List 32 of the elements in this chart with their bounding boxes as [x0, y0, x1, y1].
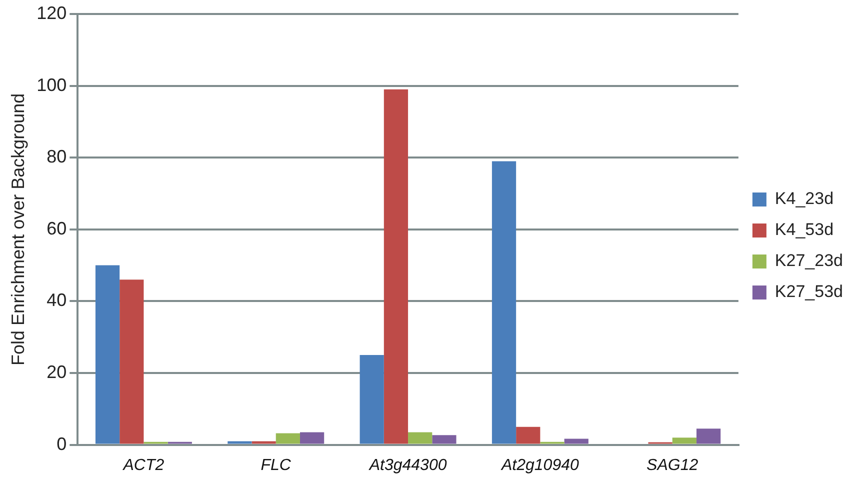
y-tick-label: 80 [46, 146, 67, 167]
bar [300, 432, 324, 444]
y-tick-label: 100 [36, 74, 67, 95]
x-tick-label: FLC [260, 456, 292, 474]
legend-label: K27_53d [774, 282, 844, 302]
bar [696, 428, 721, 444]
bar [516, 426, 540, 444]
bar [408, 432, 432, 444]
y-tick-label: 40 [46, 290, 67, 310]
bar [276, 433, 300, 444]
y-tick-label: 20 [46, 362, 67, 382]
legend-label: K4_53d [774, 220, 834, 240]
bar [360, 355, 384, 444]
bar [672, 438, 696, 444]
bar [120, 280, 144, 444]
y-tick-label: 120 [36, 2, 67, 23]
x-tick-label: At3g44300 [368, 456, 447, 474]
y-axis-title: Fold Enrichment over Background [8, 93, 28, 366]
legend-label: K4_23d [774, 189, 834, 208]
bar [252, 441, 276, 444]
bar [432, 435, 456, 444]
bar [228, 441, 252, 444]
y-tick-label: 0 [56, 434, 67, 454]
x-tick-label: ACT2 [122, 456, 164, 474]
bar [564, 438, 588, 444]
x-tick-label: SAG12 [646, 456, 698, 474]
bar [95, 265, 120, 444]
bar [384, 89, 408, 444]
bar [492, 161, 516, 444]
legend-label: K27_23d [774, 251, 844, 270]
y-tick-label: 60 [46, 218, 67, 238]
x-tick-label: At2g10940 [500, 456, 579, 474]
